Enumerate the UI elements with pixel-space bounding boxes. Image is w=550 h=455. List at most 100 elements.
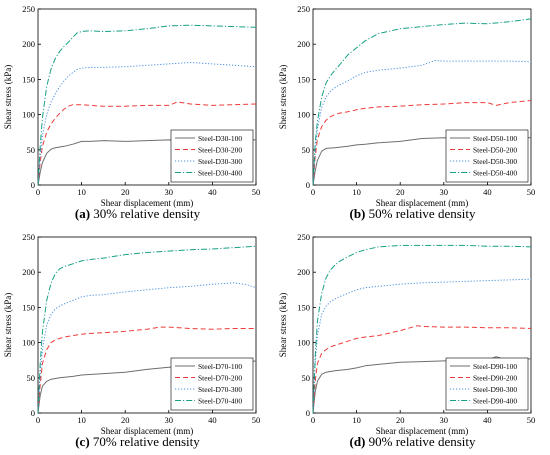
x-tick-label-a-2: 20 <box>121 187 130 197</box>
y-tick-label-d-2: 100 <box>297 338 310 348</box>
y-tick-label-c-2: 100 <box>22 338 35 348</box>
legend-label-b-3: Steel-D50-400 <box>473 169 517 178</box>
legend-label-a-2: Steel-D30-300 <box>198 157 242 166</box>
y-tick-label-c-4: 200 <box>22 267 35 277</box>
chart-d-label: (d) <box>349 434 366 449</box>
y-tick-label-a-1: 50 <box>27 145 36 155</box>
series-line-b-3 <box>312 18 532 186</box>
y-tick-label-b-0: 0 <box>306 180 310 190</box>
legend-label-c-0: Steel-D70-100 <box>198 362 242 371</box>
series-line-a-3 <box>37 24 257 186</box>
x-tick-label-c-0: 0 <box>36 415 40 425</box>
x-tick-label-d-3: 30 <box>440 415 449 425</box>
x-tick-label-b-5: 50 <box>527 187 536 197</box>
y-axis-label-d: Shear stress (kPa) <box>278 293 288 358</box>
x-tick-label-d-4: 40 <box>483 415 492 425</box>
y-tick-label-a-4: 200 <box>22 39 35 49</box>
chart-c-caption-text: 70% relative density <box>92 434 200 449</box>
legend-label-d-1: Steel-D90-200 <box>473 374 517 383</box>
legend-label-a-1: Steel-D30-200 <box>198 146 242 155</box>
legend-label-c-1: Steel-D70-200 <box>198 374 242 383</box>
y-tick-label-c-1: 50 <box>27 373 36 383</box>
x-tick-label-d-1: 10 <box>352 415 361 425</box>
y-tick-label-a-3: 150 <box>22 74 35 84</box>
x-tick-label-b-2: 20 <box>396 187 405 197</box>
series-line-c-2 <box>37 282 257 414</box>
legend-d: Steel-D90-100 Steel-D90-200 Steel-D90-300 S… <box>445 357 529 411</box>
x-axis-label-c: Shear displacement (mm) <box>101 426 193 436</box>
legend-box-a <box>170 129 254 183</box>
chart-panel-d: 0 50 100 150 200 250 0 10 20 30 40 50 Shear displace… <box>275 228 550 455</box>
legend-c: Steel-D70-100 Steel-D70-200 Steel-D70-300 S… <box>170 357 254 411</box>
series-line-a-2 <box>37 62 257 186</box>
y-tick-label-c-0: 0 <box>31 408 35 418</box>
series-line-d-3 <box>312 244 532 414</box>
chart-c-caption: (c) 70% relative density <box>0 434 275 450</box>
y-tick-label-b-4: 200 <box>297 39 310 49</box>
series-line-b-1 <box>312 100 532 186</box>
legend-label-d-3: Steel-D90-400 <box>473 397 517 406</box>
series-line-a-1 <box>37 101 257 186</box>
x-tick-label-b-4: 40 <box>483 187 492 197</box>
series-line-d-2 <box>312 278 532 414</box>
x-tick-label-c-4: 40 <box>208 415 217 425</box>
y-tick-label-d-4: 200 <box>297 267 310 277</box>
plot-frame-a <box>37 8 257 186</box>
series-line-b-2 <box>312 59 532 186</box>
x-tick-label-c-3: 30 <box>165 415 174 425</box>
chart-panel-b: 0 50 100 150 200 250 0 10 20 30 40 50 Shear displace… <box>275 0 550 227</box>
chart-d-caption: (d) 90% relative density <box>275 434 550 450</box>
x-tick-label-c-2: 20 <box>121 415 130 425</box>
x-tick-label-d-0: 0 <box>311 415 315 425</box>
y-tick-label-d-5: 250 <box>297 232 310 242</box>
legend-label-d-2: Steel-D90-300 <box>473 385 517 394</box>
y-tick-label-b-2: 100 <box>297 110 310 120</box>
x-axis-label-d: Shear displacement (mm) <box>376 426 468 436</box>
x-tick-label-b-1: 10 <box>352 187 361 197</box>
x-tick-label-d-5: 50 <box>527 415 536 425</box>
legend-label-b-2: Steel-D50-300 <box>473 157 517 166</box>
x-axis-label-a: Shear displacement (mm) <box>101 198 193 208</box>
x-tick-label-a-5: 50 <box>252 187 261 197</box>
chart-a-svg: 0 50 100 150 200 250 0 10 20 30 40 50 Shear displace… <box>3 4 261 208</box>
legend-label-c-3: Steel-D70-400 <box>198 397 242 406</box>
y-tick-label-a-5: 250 <box>22 4 35 14</box>
y-axis-label-b: Shear stress (kPa) <box>278 65 288 130</box>
y-tick-label-c-3: 150 <box>22 302 35 312</box>
chart-a-label: (a) <box>74 206 91 221</box>
legend-label-d-0: Steel-D90-100 <box>473 362 517 371</box>
legend-box-d <box>445 357 529 411</box>
chart-c-svg: 0 50 100 150 200 250 0 10 20 30 40 50 Shear displace… <box>3 232 260 436</box>
y-tick-label-d-1: 50 <box>302 373 311 383</box>
chart-a-caption-text: 30% relative density <box>93 206 201 221</box>
chart-panel-a: 0 50 100 150 200 250 0 10 20 30 40 50 Shear displace… <box>0 0 275 227</box>
y-tick-label-b-1: 50 <box>302 145 311 155</box>
legend-label-a-0: Steel-D30-100 <box>198 134 242 143</box>
series-line-c-1 <box>37 326 256 414</box>
y-tick-label-b-5: 250 <box>297 4 310 14</box>
y-tick-label-b-3: 150 <box>297 74 310 84</box>
x-tick-label-d-2: 20 <box>396 415 405 425</box>
y-tick-label-a-2: 100 <box>22 110 35 120</box>
chart-b-svg: 0 50 100 150 200 250 0 10 20 30 40 50 Shear displace… <box>278 4 536 208</box>
y-tick-label-d-3: 150 <box>297 302 310 312</box>
chart-b-caption-text: 50% relative density <box>368 206 476 221</box>
chart-d-svg: 0 50 100 150 200 250 0 10 20 30 40 50 Shear displace… <box>278 232 536 436</box>
x-tick-label-a-1: 10 <box>77 187 86 197</box>
x-tick-label-a-0: 0 <box>36 187 40 197</box>
legend-label-a-3: Steel-D30-400 <box>198 169 242 178</box>
plot-frame-d <box>312 236 532 414</box>
chart-a-caption: (a) 30% relative density <box>0 206 275 222</box>
legend-a: Steel-D30-100 Steel-D30-200 Steel-D30-300 S… <box>170 129 254 183</box>
x-tick-label-a-3: 30 <box>165 187 174 197</box>
legend-label-b-1: Steel-D50-200 <box>473 146 517 155</box>
chart-b-label: (b) <box>349 206 366 221</box>
y-tick-label-a-0: 0 <box>31 180 35 190</box>
x-tick-label-b-3: 30 <box>440 187 449 197</box>
chart-panel-c: 0 50 100 150 200 250 0 10 20 30 40 50 Shear displace… <box>0 228 275 455</box>
chart-c-label: (c) <box>75 434 90 449</box>
series-line-c-3 <box>37 245 257 414</box>
x-tick-label-c-1: 10 <box>77 415 86 425</box>
y-axis-label-a: Shear stress (kPa) <box>3 65 13 130</box>
x-tick-label-b-0: 0 <box>311 187 315 197</box>
